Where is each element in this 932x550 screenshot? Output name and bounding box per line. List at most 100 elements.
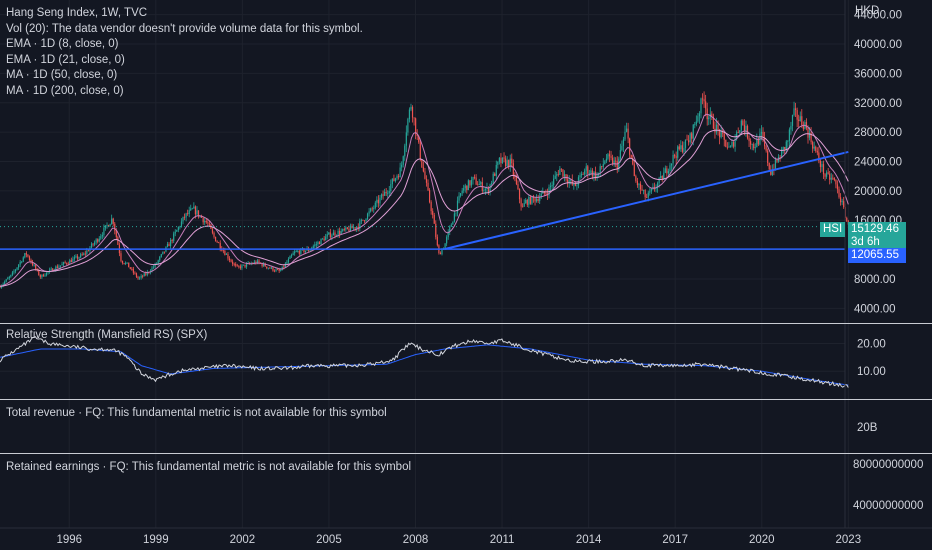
rs-pane-title[interactable]: Relative Strength (Mansfield RS) (SPX): [6, 329, 208, 341]
candle-body: [520, 199, 522, 207]
pane-separator[interactable]: [0, 453, 932, 454]
candle-body: [140, 275, 142, 278]
candle-body: [146, 272, 148, 275]
candle-body: [813, 146, 815, 149]
candle-body: [574, 183, 576, 187]
ma50-indicator-label[interactable]: MA · 1D (50, close, 0): [6, 69, 118, 81]
candle-body: [638, 183, 640, 186]
candle-body: [219, 242, 221, 249]
candle-body: [67, 263, 69, 265]
candle-body: [103, 227, 105, 236]
ema8-indicator-label[interactable]: EMA · 1D (8, close, 0): [6, 38, 119, 50]
candle-body: [604, 161, 606, 165]
candle-body: [788, 129, 790, 142]
candle-body: [639, 183, 642, 190]
candle-body: [456, 200, 459, 213]
candle-body: [647, 192, 649, 198]
candle-body: [464, 185, 466, 189]
candle-body: [90, 243, 93, 248]
candle-body: [112, 218, 114, 224]
candle-body: [556, 174, 558, 176]
candle-body: [463, 188, 465, 191]
candle-body: [218, 242, 220, 244]
candle-body: [819, 160, 822, 167]
y-axis-tick-label: 36000.00: [854, 68, 902, 80]
candle-body: [729, 146, 732, 148]
candle-body: [511, 158, 513, 164]
candle-body: [182, 216, 184, 222]
candle-body: [801, 116, 803, 126]
candle-body: [512, 163, 514, 175]
candle-body: [321, 238, 324, 240]
ema21-indicator-label[interactable]: EMA · 1D (21, close, 0): [6, 53, 125, 66]
revenue-pane-title[interactable]: Total revenue · FQ: This fundamental met…: [6, 407, 387, 419]
candle-body: [45, 272, 48, 276]
candle-body: [411, 106, 414, 118]
candle-body: [774, 159, 777, 170]
candle-body: [757, 138, 759, 145]
candle-body: [492, 173, 494, 184]
candle-body: [535, 198, 538, 202]
candle-body: [28, 256, 31, 260]
candle-body: [522, 206, 524, 208]
candle-body: [802, 125, 804, 130]
candle-body: [781, 149, 783, 159]
candle-body: [194, 206, 197, 215]
candle-body: [101, 235, 103, 237]
candle-body: [24, 253, 26, 258]
candle-body: [615, 160, 617, 162]
candle-body: [805, 122, 808, 129]
candle-body: [841, 201, 843, 203]
candle-body: [748, 138, 750, 142]
candle-body: [812, 142, 814, 149]
ema21-line: [0, 129, 849, 287]
candle-body: [270, 267, 273, 269]
candle-body: [21, 261, 23, 263]
candle-body: [794, 108, 797, 111]
candle-body: [4, 281, 6, 284]
candle-body: [287, 258, 290, 263]
candle-body: [745, 125, 747, 132]
candle-body: [531, 196, 533, 204]
candle-body: [339, 230, 341, 235]
candle-body: [368, 211, 370, 214]
x-axis-tick-label: 2023: [836, 534, 862, 546]
candle-body: [725, 139, 727, 147]
pane-separator[interactable]: [0, 399, 932, 400]
candle-body: [715, 124, 718, 133]
candle-body: [514, 174, 516, 178]
candle-body: [467, 180, 469, 191]
candle-body: [450, 224, 452, 227]
ma200-indicator-label[interactable]: MA · 1D (200, close, 0): [6, 84, 124, 97]
x-axis-tick-label: 2011: [490, 534, 515, 546]
volume-indicator-label[interactable]: Vol (20): The data vendor doesn't provid…: [6, 22, 363, 35]
candle-body: [283, 266, 285, 268]
candle-body: [393, 178, 395, 181]
pane-separator[interactable]: [0, 323, 932, 324]
candle-body: [562, 169, 564, 177]
candle-body: [503, 157, 505, 159]
symbol-title[interactable]: Hang Seng Index, 1W, TVC: [6, 7, 148, 19]
candle-body: [625, 128, 628, 132]
candle-body: [160, 254, 162, 257]
candle-body: [698, 113, 701, 117]
symbol-tag: HSI: [820, 222, 846, 237]
candle-body: [387, 193, 389, 194]
earnings-pane-title[interactable]: Retained earnings · FQ: This fundamental…: [6, 461, 412, 473]
candle-body: [55, 266, 57, 271]
candle-body: [331, 235, 333, 238]
candle-body: [705, 101, 707, 109]
earnings-axis-tick-label: 40000000000: [853, 500, 923, 512]
candle-body: [838, 189, 840, 198]
candle-body: [641, 189, 643, 191]
candle-body: [605, 158, 607, 162]
candle-body: [236, 265, 238, 267]
candle-body: [712, 116, 714, 129]
candle-body: [650, 188, 652, 192]
candle-body: [245, 263, 248, 267]
candle-body: [295, 251, 297, 253]
x-axis-tick-label: 1996: [56, 534, 82, 546]
candle-body: [129, 267, 131, 269]
candle-body: [743, 124, 746, 132]
